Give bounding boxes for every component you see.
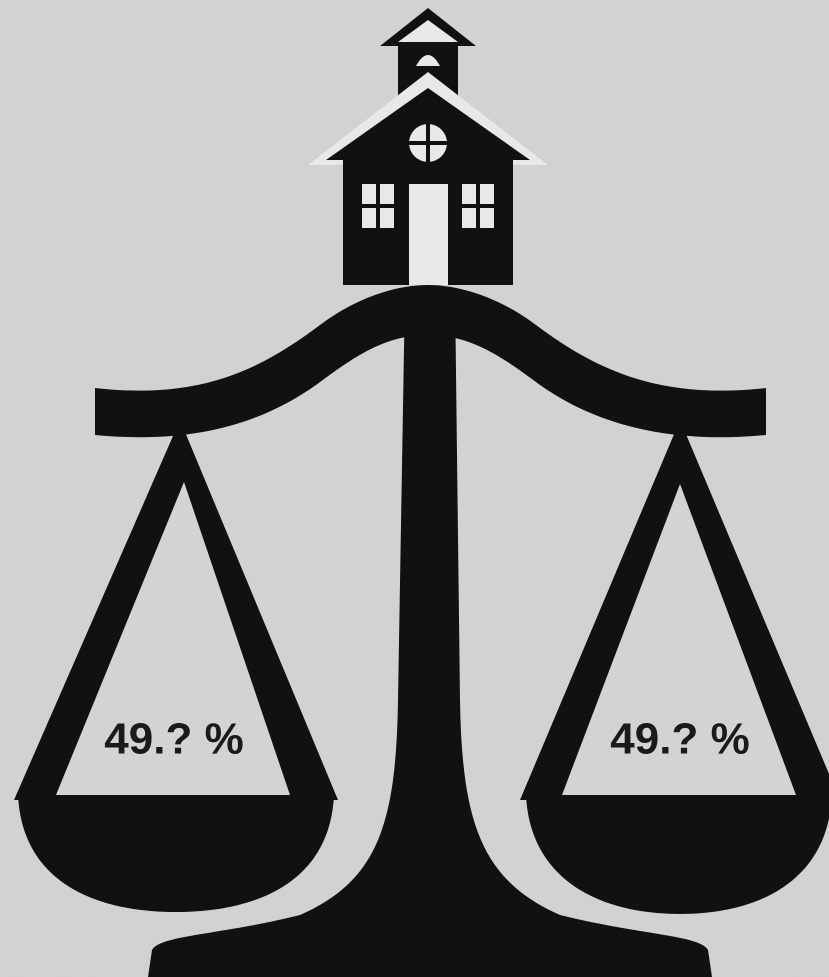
right-pan-label: 49.? %	[610, 715, 749, 764]
left-pan-label: 49.? %	[104, 715, 243, 764]
scales-illustration: 49.? % 49.? %	[0, 0, 829, 977]
page: 49.? % 49.? % (() => { const data = JSON…	[0, 0, 829, 977]
